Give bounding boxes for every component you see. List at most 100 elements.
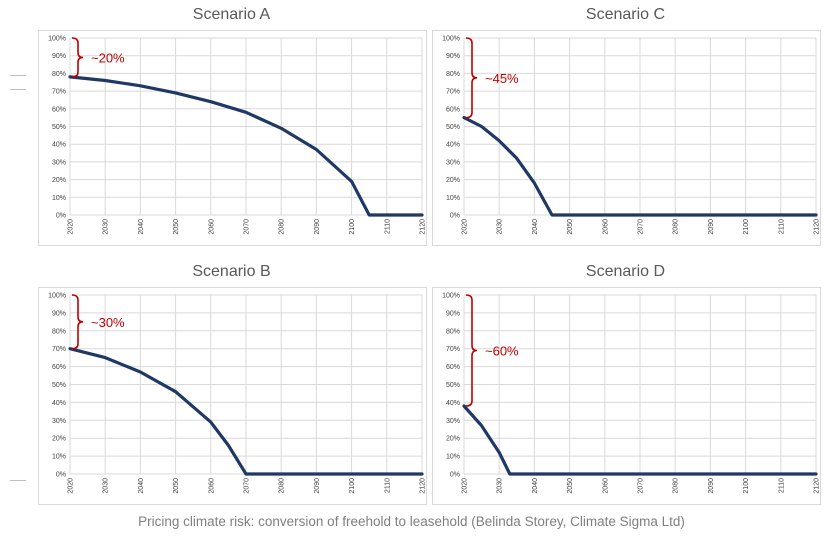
x-tick-label: 2040 — [138, 478, 145, 494]
y-tick-label: 20% — [52, 177, 66, 184]
y-tick-label: 70% — [52, 89, 66, 96]
y-tick-label: 50% — [52, 124, 66, 131]
series-line — [68, 347, 424, 476]
x-tick-label: 2080 — [279, 219, 286, 235]
edge-divider — [10, 89, 26, 90]
y-tick-label: 60% — [52, 364, 66, 371]
brace-annotation — [465, 294, 478, 407]
x-tick-label: 2030 — [103, 219, 110, 235]
x-tick-label: 2020 — [68, 219, 75, 235]
y-tick-label: 0% — [56, 472, 66, 479]
x-tick-label: 2020 — [462, 478, 469, 494]
x-tick-label: 2030 — [103, 478, 110, 494]
x-tick-label: 2080 — [673, 478, 680, 494]
y-tick-label: 0% — [56, 213, 66, 220]
y-tick-label: 40% — [446, 400, 460, 407]
y-tick-label: 60% — [52, 106, 66, 113]
y-tick-label: 70% — [446, 346, 460, 353]
edge-divider — [10, 75, 26, 76]
x-tick-label: 2120 — [420, 478, 427, 494]
brace-annotation — [71, 37, 84, 78]
annotation-label: ~30% — [91, 315, 125, 330]
x-tick-label: 2030 — [497, 219, 504, 235]
y-tick-label: 40% — [446, 142, 460, 149]
figure-caption: Pricing climate risk: conversion of free… — [138, 514, 685, 529]
chart-svg-scenario-b: 0% 10% 20% 30% 40% 50% 60% 70% 80% 90% 100% 2020 203… — [48, 293, 427, 494]
x-tick-label: 2110 — [778, 219, 785, 234]
annotation-label: ~45% — [485, 71, 519, 86]
y-tick-label: 20% — [446, 177, 460, 184]
plot-frame: 0% 10% 20% 30% 40% 50% 60% 70% 80% 90% 100% 2020 203… — [38, 287, 427, 505]
x-tick-label: 2070 — [244, 478, 251, 494]
chart-svg-scenario-d: 0% 10% 20% 30% 40% 50% 60% 70% 80% 90% 100% 2020 203… — [442, 293, 820, 494]
edge-divider — [10, 480, 26, 481]
y-tick-label: 30% — [52, 159, 66, 166]
y-tick-label: 0% — [450, 472, 460, 479]
series-line — [462, 116, 818, 217]
x-tick-label: 2090 — [708, 478, 715, 494]
x-tick-label: 2070 — [638, 478, 645, 494]
plot-frame: 0% 10% 20% 30% 40% 50% 60% 70% 80% 90% 100% 2020 203… — [38, 30, 427, 246]
y-tick-label: 100% — [48, 36, 66, 43]
chart-panel-scenario-d: Scenario D 0% 10% 20% 30% 40% 50% 60% 70% 80% 90%… — [432, 263, 821, 505]
x-tick-label: 2110 — [778, 478, 785, 493]
x-tick-label: 2040 — [532, 219, 539, 235]
chart-title: Scenario B — [192, 263, 271, 280]
chart-svg-scenario-c: 0% 10% 20% 30% 40% 50% 60% 70% 80% 90% 100% 2020 203… — [442, 36, 820, 235]
x-tick-label: 2070 — [244, 219, 251, 235]
y-tick-label: 40% — [52, 142, 66, 149]
y-tick-label: 60% — [446, 364, 460, 371]
x-tick-label: 2100 — [349, 478, 356, 494]
y-tick-label: 80% — [52, 71, 66, 78]
y-tick-label: 90% — [446, 310, 460, 317]
y-tick-label: 90% — [52, 310, 66, 317]
y-tick-label: 90% — [446, 53, 460, 60]
x-tick-label: 2050 — [173, 478, 180, 494]
x-tick-label: 2090 — [708, 219, 715, 235]
y-tick-label: 30% — [446, 418, 460, 425]
y-tick-label: 0% — [450, 213, 460, 220]
chart-title: Scenario C — [585, 6, 666, 23]
annotation-label: ~60% — [485, 343, 519, 358]
chart-panel-scenario-c: Scenario C 0% 10% 20% 30% 40% 50% 60% 70% 80% 90%… — [432, 6, 821, 246]
y-tick-label: 90% — [52, 53, 66, 60]
chart-title: Scenario D — [585, 263, 666, 280]
y-tick-label: 10% — [446, 195, 460, 202]
x-tick-label: 2080 — [279, 478, 286, 494]
plot-frame: 0% 10% 20% 30% 40% 50% 60% 70% 80% 90% 100% 2020 203… — [432, 287, 821, 505]
x-tick-label: 2060 — [208, 219, 215, 235]
y-tick-label: 20% — [52, 436, 66, 443]
chart-svg-scenario-a: 0% 10% 20% 30% 40% 50% 60% 70% 80% 90% 100% 2020 203… — [48, 36, 427, 235]
x-tick-label: 2040 — [138, 219, 145, 235]
x-tick-label: 2020 — [68, 478, 75, 494]
x-tick-label: 2100 — [349, 219, 356, 235]
x-tick-label: 2070 — [638, 219, 645, 235]
x-tick-label: 2020 — [462, 219, 469, 235]
x-tick-label: 2050 — [173, 219, 180, 235]
x-tick-label: 2090 — [314, 219, 321, 235]
y-tick-label: 80% — [446, 71, 460, 78]
y-tick-label: 70% — [52, 346, 66, 353]
chart-panel-scenario-b: Scenario B 0% 10% 20% 30% 40% 50% 60% 70% 80% 90%… — [38, 263, 427, 505]
y-tick-label: 40% — [52, 400, 66, 407]
x-tick-label: 2100 — [743, 478, 750, 494]
y-tick-label: 100% — [442, 293, 460, 300]
y-tick-label: 50% — [52, 382, 66, 389]
y-tick-label: 60% — [446, 106, 460, 113]
y-tick-label: 80% — [446, 328, 460, 335]
y-tick-label: 20% — [446, 436, 460, 443]
x-tick-label: 2090 — [314, 478, 321, 494]
y-tick-label: 100% — [48, 293, 66, 300]
series-line — [68, 75, 424, 217]
x-tick-label: 2120 — [420, 219, 427, 235]
x-tick-label: 2110 — [384, 478, 391, 493]
x-tick-label: 2040 — [532, 478, 539, 494]
x-tick-label: 2100 — [743, 219, 750, 235]
y-tick-label: 30% — [52, 418, 66, 425]
y-tick-label: 10% — [52, 195, 66, 202]
x-tick-label: 2060 — [602, 219, 609, 235]
chart-title: Scenario A — [192, 6, 271, 23]
chart-panel-scenario-a: Scenario A 0% 10% 20% 30% 40% 50% 60% 70% 80% 90%… — [38, 6, 427, 246]
x-tick-label: 2080 — [673, 219, 680, 235]
x-tick-label: 2060 — [602, 478, 609, 494]
